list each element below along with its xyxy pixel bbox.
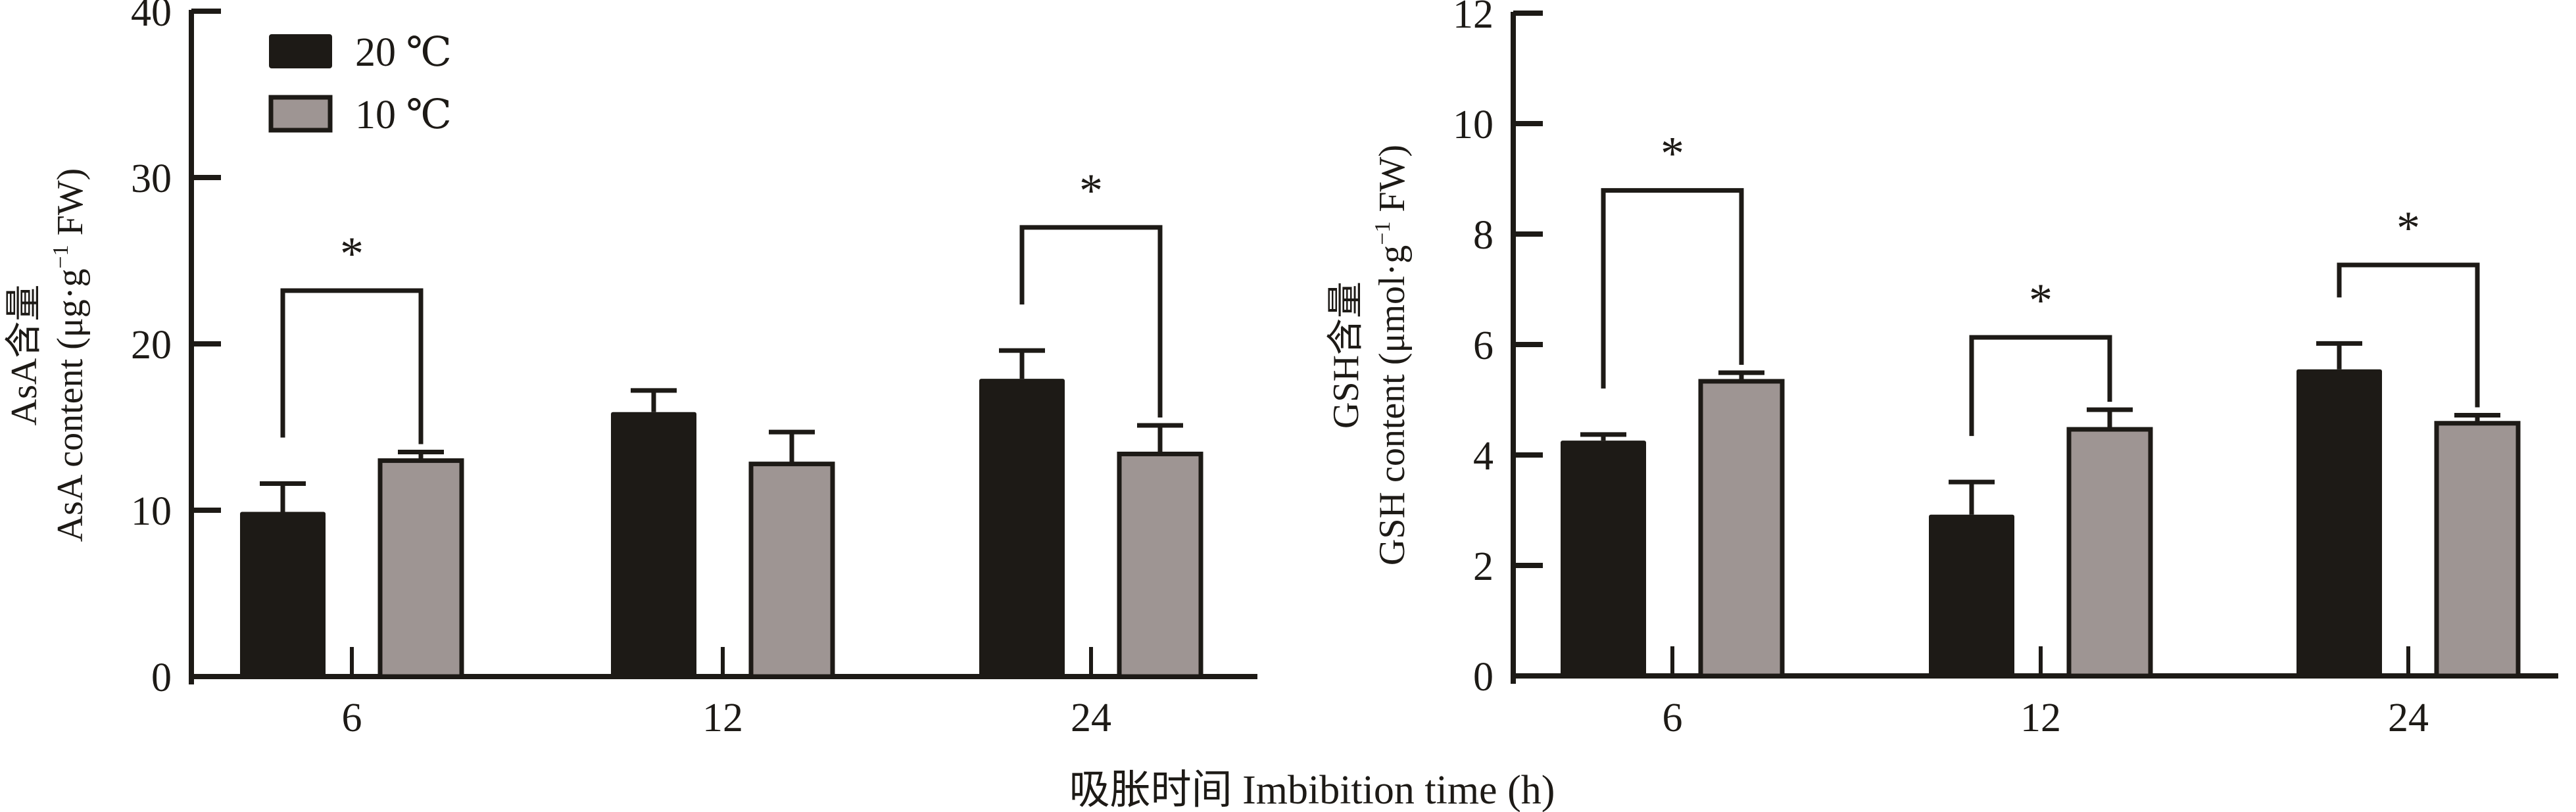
gsh-significance-bracket (1601, 188, 1744, 389)
asa-ylabel-main: AsA content (μg·g (50, 269, 91, 542)
asa-ylabel-tail: FW) (50, 168, 91, 245)
gsh-bar-20c (1929, 514, 2014, 676)
gsh-y-tick-label: 2 (1473, 544, 1494, 589)
gsh-ylabel-sup: −1 (1371, 222, 1395, 245)
asa-y-tick-label: 0 (151, 656, 172, 700)
x-axis-title: 吸胀时间 Imbibition time (h) (1069, 768, 1555, 812)
asa-significance-star: * (340, 227, 364, 280)
legend-swatch-10c (268, 95, 333, 133)
asa-ylabel-sup: −1 (49, 245, 73, 268)
asa-y-tick-label: 10 (131, 489, 172, 534)
gsh-bar-20c (2297, 369, 2382, 676)
gsh-significance-star: * (2396, 202, 2420, 254)
gsh-x-tick-label: 24 (2388, 696, 2429, 740)
asa-significance-star: * (1079, 164, 1103, 217)
asa-bar-20c (979, 379, 1065, 677)
gsh-significance-star: * (2029, 274, 2053, 327)
asa-significance-bracket (1019, 225, 1163, 418)
asa-bar-10c (1117, 451, 1203, 679)
gsh-y-tick-label: 10 (1453, 103, 1494, 147)
asa-bar-10c (748, 462, 835, 679)
asa-bar-20c (611, 412, 696, 677)
asa-y-tick-label: 40 (131, 0, 172, 35)
gsh-ylabel-en: GSH content (μmol·g−1 FW) (1371, 145, 1413, 565)
gsh-x-tick-label: 12 (2020, 696, 2061, 740)
gsh-panel: GSH含量 GSH content (μmol·g−1 FW) 02468101… (1326, 0, 2558, 740)
asa-y-tick-label: 30 (131, 156, 172, 201)
gsh-ylabel-main: GSH content (μmol·g (1372, 245, 1413, 565)
asa-y-tick-label: 20 (131, 323, 172, 368)
gsh-bar-10c (2066, 427, 2153, 679)
gsh-y-tick-label: 8 (1473, 213, 1494, 258)
gsh-ylabel-tail: FW) (1372, 145, 1413, 222)
asa-bar-20c (240, 512, 326, 677)
asa-significance-bracket (280, 288, 424, 444)
asa-x-tick-label: 12 (702, 696, 743, 740)
legend-swatch-20c (269, 34, 332, 68)
gsh-significance-bracket (2337, 262, 2480, 408)
legend-label-20c: 20 ℃ (355, 30, 452, 75)
asa-bar-10c (377, 458, 464, 679)
gsh-bar-20c (1561, 441, 1646, 676)
gsh-y-tick-label: 12 (1453, 0, 1494, 37)
asa-x-tick-label: 24 (1071, 696, 1111, 740)
gsh-bar-10c (2434, 421, 2521, 679)
gsh-significance-bracket (1969, 335, 2112, 437)
gsh-y-tick-label: 6 (1473, 323, 1494, 368)
asa-panel: AsA含量 AsA content (μg·g−1 FW) 0 10 20 30 40 6… (4, 0, 1257, 740)
gsh-significance-star: * (1661, 128, 1684, 180)
gsh-ylabel-cn: GSH含量 (1326, 281, 1367, 429)
gsh-bar-10c (1698, 379, 1785, 679)
gsh-y-tick-label: 4 (1473, 434, 1494, 479)
asa-x-tick-label: 6 (342, 696, 362, 740)
asa-ylabel-cn: AsA含量 (4, 285, 45, 426)
legend: 20 ℃ 10 ℃ (268, 30, 452, 137)
asa-ylabel-en: AsA content (μg·g−1 FW) (49, 168, 91, 542)
gsh-x-tick-label: 6 (1663, 696, 1683, 740)
gsh-y-tick-label: 0 (1473, 655, 1494, 700)
legend-label-10c: 10 ℃ (355, 93, 452, 137)
